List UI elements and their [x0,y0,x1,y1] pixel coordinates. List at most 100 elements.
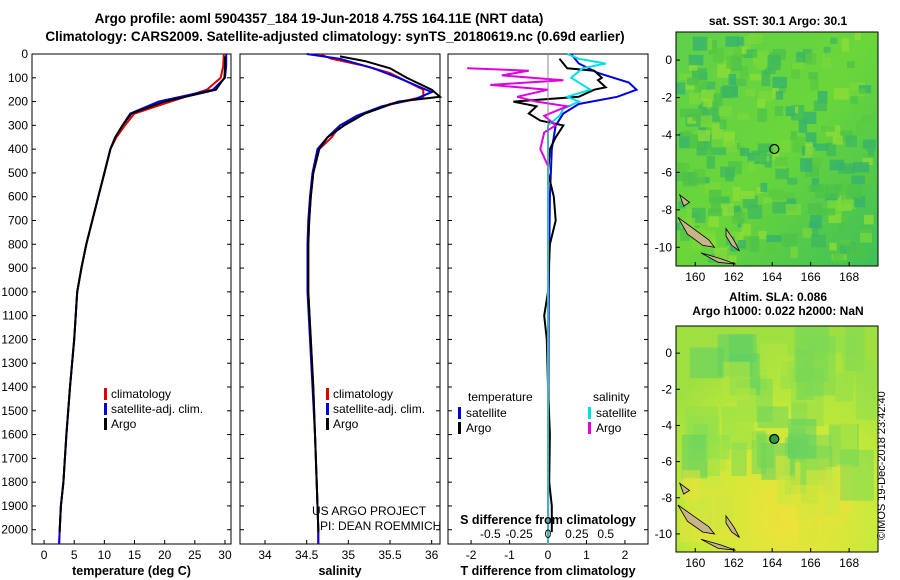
sla_map-texture-cell [689,347,724,379]
sst_map-texture-cell [864,214,874,225]
sst_map-texture-cell [838,163,855,174]
sst_map-texture-cell [720,86,734,99]
sst_map-texture-cell [798,119,808,133]
sst_map-ytick-label: -4 [661,128,672,142]
sst_map-texture-cell [757,108,768,122]
sla_map-texture-cell [705,435,730,460]
sla_map-texture-cell [841,392,857,450]
sst_map-texture-cell [757,99,766,108]
temperature-legend-swatch [104,403,107,415]
difference-xtick-label: 0 [545,548,552,562]
sst_map-texture-cell [850,90,858,105]
sst_map-texture-cell [830,37,838,44]
sla_map-texture-cell [825,466,840,517]
salinity-legend-swatch [326,388,329,400]
sst_map-texture-cell [701,231,716,243]
sst_map-ytick-label: -10 [655,240,673,254]
sst_map-texture-cell [805,132,817,148]
sst_map-texture-cell [737,113,750,120]
temperature-xtick-label: 20 [158,548,172,562]
temperature-xtick-label: 15 [128,548,142,562]
sst_map-texture-cell [732,46,742,58]
sst_map-texture-cell [866,143,876,151]
sst_map-texture-cell [692,36,708,51]
sst_map-texture-cell [718,106,732,117]
sst_map-texture-cell [692,108,703,121]
temperature-series-line [58,56,226,533]
sst_map-texture-cell [713,48,724,63]
sst_map-texture-cell [833,88,849,100]
sst_map-texture-cell [748,33,764,44]
sst_map-texture-cell [861,173,877,185]
sst_map-texture-cell [679,73,692,80]
sla_map-texture-cell [840,449,874,501]
sst_map-texture-cell [775,167,789,180]
difference-xtick-label: -2 [466,548,477,562]
salinity-xtick-label: 36 [425,548,439,562]
sst_map-texture-cell [747,204,763,219]
sst_map-texture-cell [688,59,698,71]
sst_map-texture-cell [825,184,840,199]
y-tick-label: 1300 [1,356,28,370]
sst_map-texture-cell [728,255,737,263]
sst_map-texture-cell [698,130,710,142]
sst_map-texture-cell [678,201,686,209]
sst_map-xtick-label: 160 [685,270,705,284]
imos-stamp: ©IMOS 19-Dec-2018 23:42:40 [876,391,888,540]
sst_map-texture-cell [732,186,741,202]
sst_map-texture-cell [847,252,855,259]
sst_map-texture-cell [758,91,773,102]
sst_map-texture-cell [740,66,749,78]
sst_map-texture-cell [810,76,819,91]
sst_map-texture-cell [730,243,738,252]
difference-x-axis-label: T difference from climatology [460,564,635,578]
salinity-legend-label: climatology [333,387,393,401]
sst_map-texture-cell [687,117,697,124]
sla_map-texture-cell [798,502,818,545]
sst_map-texture-cell [682,173,697,187]
sst_map-texture-cell [767,54,781,71]
salinity-xtick-label: 34 [258,548,272,562]
sst_map-texture-cell [741,50,758,58]
sst_map-texture-cell [720,196,730,206]
temperature-x-axis-label: temperature (deg C) [72,564,191,578]
sst_map-texture-cell [790,131,797,141]
secondary-xtick-label: -0.5 [480,527,501,541]
sst_map-texture-cell [755,59,767,70]
sst_map-texture-cell [686,77,699,86]
y-tick-label: 600 [8,190,28,204]
sst_map-texture-cell [763,197,772,204]
sst_map-texture-cell [853,195,866,208]
sst_map-texture-cell [698,72,708,80]
temperature-legend-label: Argo [111,417,137,431]
sst_map-texture-cell [803,111,817,124]
sla_map-xtick-label: 162 [724,556,744,570]
sst_map-texture-cell [743,36,752,50]
salinity-x-axis-label: salinity [318,564,361,578]
sst_map-texture-cell [840,215,848,223]
chart-title-line2: Climatology: CARS2009. Satellite-adjuste… [45,29,625,44]
y-tick-label: 1600 [1,428,28,442]
sst_map-texture-cell [735,240,746,249]
temperature-xtick-label: 5 [71,548,78,562]
sst_map-texture-cell [775,86,786,94]
sst_map-texture-cell [772,49,786,60]
secondary-x-axis-label: S difference from climatology [460,513,636,527]
diff-legend-heading: temperature [468,390,533,404]
sst_map-texture-cell [847,61,855,68]
sst_map-texture-cell [750,73,762,81]
sst_map-texture-cell [731,78,747,86]
sst_map-texture-cell [841,38,849,52]
sst_map-texture-cell [708,40,717,55]
sst_map-texture-cell [739,148,750,157]
sst_map-texture-cell [703,37,713,51]
sst_map-texture-cell [772,76,787,89]
difference-series-line [467,67,571,167]
sla_map-texture-cell [835,372,854,402]
sst_map-texture-cell [841,194,855,205]
sst_map-texture-cell [703,99,712,107]
sla_map-ytick-label: -4 [661,418,672,432]
salinity-xtick-label: 35 [342,548,356,562]
sst_map-texture-cell [802,227,813,238]
